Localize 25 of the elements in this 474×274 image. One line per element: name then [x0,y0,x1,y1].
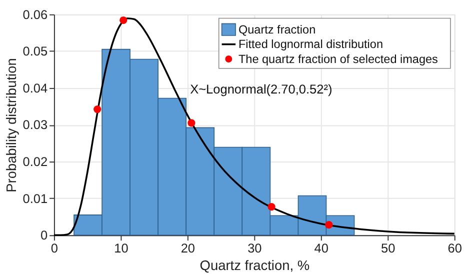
x-tick-label: 20 [180,240,196,256]
x-tick-label: 50 [381,240,396,256]
legend-label: The quartz fraction of selected images [238,52,438,66]
point [120,16,128,24]
y-axis-title: Probability distribution [4,58,19,192]
point [188,119,196,127]
point [325,221,333,229]
legend-label: Fitted lognormal distribution [238,38,384,52]
y-tick-label: 0.03 [22,117,48,132]
x-axis-title: Quartz fraction, % [200,258,310,274]
y-tick-label: 0.01 [22,190,48,206]
x-tick-label: 40 [314,240,328,256]
y-tick-label: 0 [40,228,48,243]
y-tick-label: 0.04 [22,80,48,96]
y-tick-label: 0.05 [22,44,48,59]
legend-label: Quartz fraction [238,23,316,36]
point [94,106,102,114]
x-tick-label: 0 [50,240,58,256]
x-tick-label: 10 [114,240,128,256]
x-tick-label: 60 [448,240,462,256]
point [268,203,276,211]
y-tick-label: 0.02 [22,154,48,169]
y-tick-label: 0.06 [22,6,48,22]
x-tick-label: 30 [248,240,262,256]
annotation: X~Lognormal(2.70,0.52²) [190,81,332,96]
